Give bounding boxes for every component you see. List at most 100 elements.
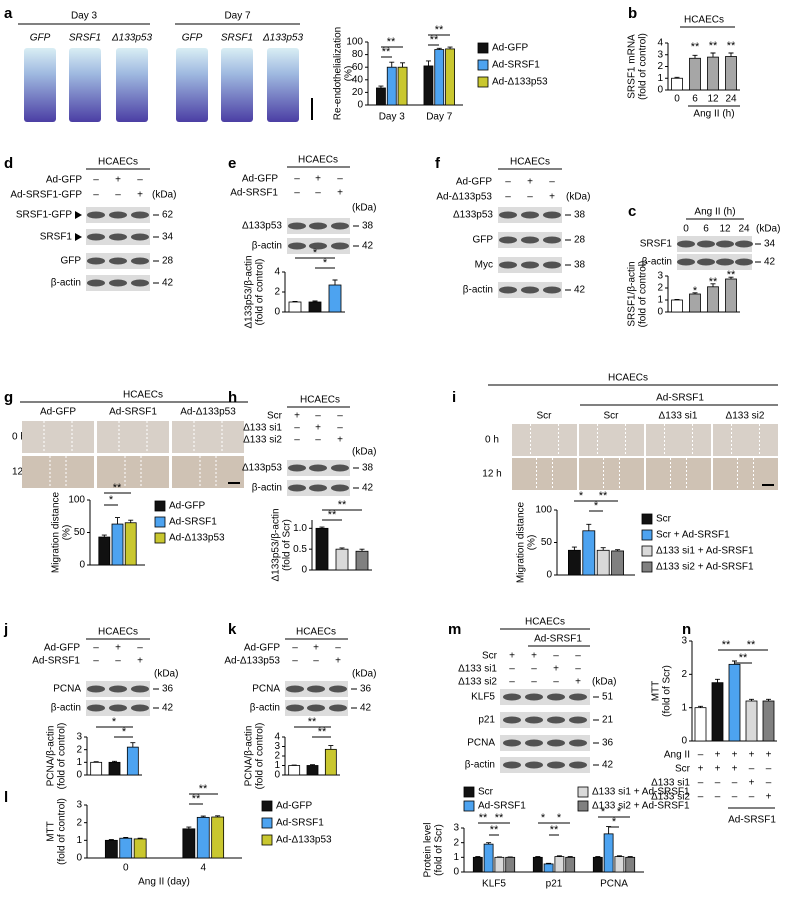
bar	[308, 301, 322, 313]
y-axis-label: Re-endothelialization	[333, 27, 344, 120]
y-axis-label: SRSF1 mRNA	[627, 34, 638, 99]
legend-swatch	[154, 500, 166, 512]
significance: *	[601, 806, 606, 818]
lane-label: SRSF1	[69, 33, 101, 44]
error-bar	[728, 276, 734, 279]
error-bar	[546, 862, 552, 864]
row-label: Ad-GFP	[244, 643, 280, 654]
vessel-image	[221, 48, 253, 122]
y-tick-label: 1	[657, 295, 663, 306]
bar	[707, 286, 719, 313]
blot	[500, 689, 590, 705]
blot-label: KLF5	[471, 692, 495, 703]
row-label: 0 h	[485, 435, 499, 446]
y-axis-label: (fold of control)	[57, 798, 68, 865]
legend-label: Scr	[478, 787, 494, 798]
treatment-sign: +	[549, 192, 555, 203]
treatment-sign: –	[137, 175, 143, 186]
y-tick-label: 0	[657, 307, 663, 318]
blot-label: SRSF1-GFP	[16, 210, 72, 221]
x-tick-label: PCNA	[600, 879, 628, 890]
error-bar	[766, 698, 771, 701]
size-label: 28	[162, 256, 174, 267]
y-tick-label: 100	[535, 505, 552, 516]
treatment-sign: +	[337, 435, 343, 446]
y-tick-label: 3	[453, 823, 459, 834]
size-label: 34	[162, 232, 174, 243]
treatment-sign: –	[337, 411, 343, 422]
treatment-sign: –	[575, 664, 581, 675]
treatment-sign: –	[698, 778, 704, 789]
bar	[725, 278, 737, 313]
size-label: 38	[362, 221, 374, 232]
y-tick-label: 1	[274, 760, 280, 771]
band	[331, 222, 349, 230]
legend-label: Ad-GFP	[169, 501, 205, 512]
kda-label: (kDa)	[154, 669, 178, 680]
panel-letter: f	[435, 155, 441, 172]
treatment-sign: +	[527, 177, 533, 188]
significance: *	[557, 812, 562, 824]
size-label: 42	[764, 257, 776, 268]
size-label: 42	[574, 285, 586, 296]
arrowhead	[75, 211, 82, 219]
size-label: 38	[574, 260, 586, 271]
row-label: Ad-GFP	[46, 175, 82, 186]
blot-label: p21	[478, 715, 495, 726]
significance: **	[490, 824, 499, 836]
band	[286, 704, 304, 712]
size-label: 62	[162, 210, 174, 221]
bar	[434, 49, 445, 106]
band	[87, 279, 105, 287]
error-bar	[292, 301, 298, 302]
band	[521, 261, 539, 269]
treatment-sign: +	[766, 750, 772, 761]
band	[543, 286, 561, 294]
panel-letter: e	[228, 155, 236, 172]
legend-label: Δ133 si1 + Ad-SRSF1	[656, 546, 754, 557]
column-label: Δ133 si2	[726, 411, 765, 422]
band	[87, 704, 105, 712]
panel-header: HCAECs	[98, 627, 138, 638]
band	[716, 240, 734, 248]
significance: *	[612, 816, 617, 828]
treatment-sign: –	[531, 677, 537, 688]
significance: **	[722, 639, 731, 651]
significance: **	[382, 46, 391, 58]
micrograph	[512, 458, 577, 490]
panel-letter: d	[4, 155, 13, 172]
y-axis-label: (%)	[62, 525, 73, 541]
bar	[119, 837, 133, 859]
band	[525, 693, 543, 701]
bar	[728, 663, 741, 742]
size-label: 36	[162, 684, 174, 695]
vessel-image	[24, 48, 56, 122]
y-tick-label: 0	[76, 770, 82, 781]
y-tick-label: 0	[657, 85, 663, 96]
band	[131, 257, 149, 265]
panel-subheader: Ad-SRSF1	[534, 634, 582, 645]
bar	[133, 838, 147, 859]
bar	[603, 833, 614, 873]
y-tick-label: 2	[657, 283, 663, 294]
band	[309, 464, 327, 472]
bar	[196, 816, 210, 859]
panel-header: HCAECs	[298, 155, 338, 166]
band	[109, 233, 127, 241]
error-bar	[616, 855, 622, 857]
bar	[568, 549, 581, 576]
band	[547, 716, 565, 724]
bar	[745, 700, 758, 742]
x-tick-label: 24	[725, 94, 737, 105]
band	[677, 258, 695, 266]
panel-header: Ang II (h)	[694, 207, 735, 218]
band	[109, 704, 127, 712]
treatment-sign: +	[294, 411, 300, 422]
treatment-sign: –	[509, 664, 515, 675]
band	[525, 761, 543, 769]
error-bar	[310, 764, 315, 766]
band	[525, 716, 543, 724]
micrograph	[579, 424, 644, 456]
lane-label: GFP	[182, 33, 203, 44]
band	[521, 286, 539, 294]
